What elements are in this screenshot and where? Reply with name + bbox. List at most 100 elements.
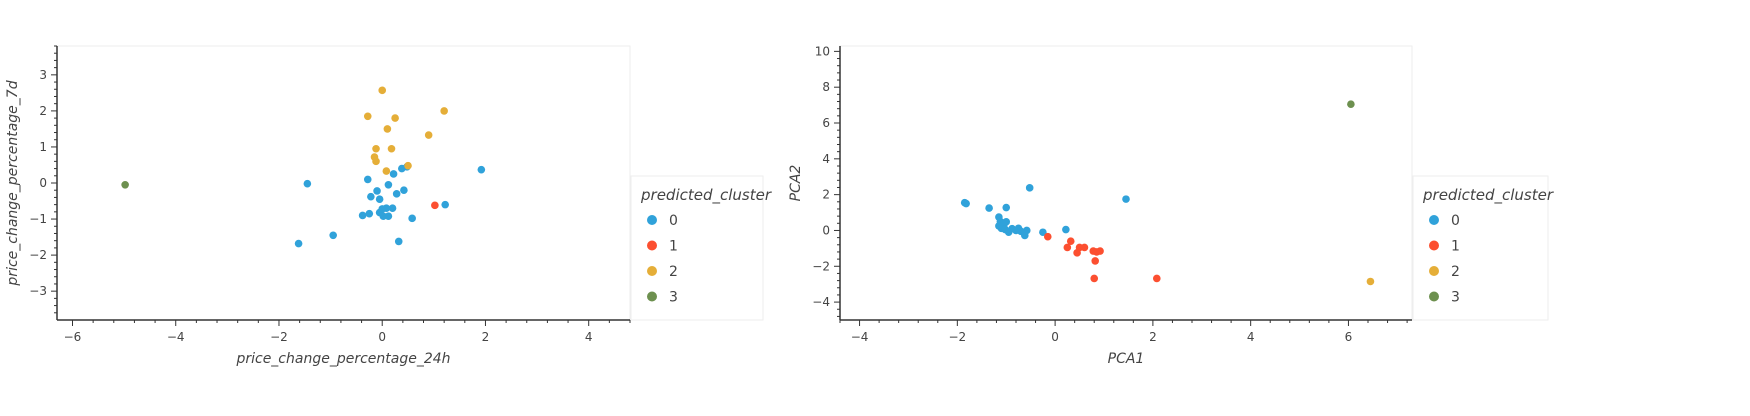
c0-x-tick-label: 0 [378, 330, 386, 344]
c0-point-cluster-0 [375, 195, 384, 204]
c0-point-cluster-2 [372, 157, 380, 166]
c0-point-cluster-3 [121, 181, 129, 189]
c1-point-cluster-0 [985, 204, 993, 212]
c0-point-cluster-1 [431, 201, 439, 210]
c1-y-tick-label: 6 [822, 116, 830, 130]
c1-point-cluster-0 [1022, 226, 1031, 235]
c0-legend-swatch-3 [647, 291, 657, 302]
c1-x-tick-label: −2 [948, 330, 966, 344]
c0-point-cluster-0 [329, 231, 337, 240]
c1-legend-label-3[interactable]: 3 [1451, 290, 1460, 306]
c1-x-tick-label: 0 [1051, 330, 1059, 344]
c1-point-cluster-0 [1002, 218, 1011, 226]
c0-point-cluster-2 [372, 144, 380, 153]
c1-plot-frame [839, 45, 1413, 321]
c1-point-cluster-0 [1025, 184, 1034, 192]
c0-legend-label-1[interactable]: 1 [669, 239, 678, 255]
c1-y-tick-label: 4 [822, 152, 830, 166]
c0-point-cluster-2 [424, 131, 433, 139]
c1-y-tick-label: −2 [812, 259, 830, 273]
c0-y-tick-label: 3 [39, 68, 47, 82]
c0-point-cluster-2 [378, 86, 387, 95]
c0-y-tick-label: −3 [29, 284, 47, 298]
c1-x-axis-title: PCA1 [1108, 351, 1145, 367]
c0-legend-label-0[interactable]: 0 [669, 213, 678, 229]
c0-point-cluster-0 [408, 214, 416, 223]
c0-point-cluster-2 [440, 107, 448, 115]
c1-x-tick-label: −4 [851, 330, 869, 344]
c1-point-cluster-1 [1043, 232, 1052, 241]
c0-legend-label-3[interactable]: 3 [669, 290, 678, 306]
c0-point-cluster-0 [384, 212, 393, 220]
c1-point-cluster-1 [1090, 274, 1099, 283]
c0-x-tick-label: 2 [482, 330, 490, 344]
c0-point-cluster-2 [387, 144, 396, 153]
c0-point-cluster-0 [394, 237, 403, 246]
c1-y-tick-label: 10 [815, 44, 830, 58]
c0-legend-swatch-0 [647, 215, 657, 225]
c0-point-cluster-0 [389, 170, 398, 178]
c0-point-cluster-0 [477, 165, 486, 174]
c0-point-cluster-0 [400, 186, 408, 195]
c1-legend-swatch-0 [1429, 215, 1439, 225]
c1-point-cluster-1 [1066, 237, 1075, 246]
c0-point-cluster-2 [391, 114, 399, 122]
c1-point-cluster-0 [962, 199, 970, 208]
c0-x-tick-label: −6 [64, 330, 82, 344]
c0-legend-swatch-2 [647, 266, 657, 276]
c0-point-cluster-0 [367, 192, 375, 201]
c1-legend-swatch-3 [1429, 291, 1439, 302]
c0-legend-title: predicted_cluster [640, 186, 772, 205]
c0-x-tick-label: 4 [585, 330, 593, 344]
c1-x-tick-label: 6 [1345, 330, 1353, 344]
c0-point-cluster-0 [392, 190, 401, 198]
c1-point-cluster-1 [1091, 257, 1099, 265]
c1-x-tick-label: 4 [1247, 330, 1255, 344]
c1-point-cluster-1 [1096, 247, 1104, 255]
c1-legend-label-0[interactable]: 0 [1451, 213, 1460, 229]
c1-point-cluster-2 [1366, 277, 1375, 286]
c0-point-cluster-0 [363, 175, 372, 184]
c1-point-cluster-3 [1347, 100, 1355, 109]
c0-point-cluster-0 [384, 181, 393, 189]
c0-point-cluster-0 [373, 187, 381, 195]
c1-point-cluster-0 [1039, 228, 1047, 237]
c0-point-cluster-2 [383, 125, 392, 133]
c1-legend-swatch-2 [1429, 266, 1439, 276]
c1-point-cluster-0 [1062, 225, 1070, 234]
c0-y-tick-label: 0 [39, 176, 47, 190]
c0-point-cluster-0 [303, 179, 312, 188]
scatter-plot-24h-vs-7d: −6 −4 −2 0 2 4 −3 −2 −1 0 1 2 3 price_change_percenta… [5, 45, 772, 367]
c1-point-cluster-0 [995, 222, 1003, 230]
c0-legend-label-2[interactable]: 2 [669, 264, 678, 280]
c1-x-tick-label: 2 [1149, 330, 1157, 344]
c0-y-tick-label: 2 [39, 104, 47, 118]
c0-x-tick-label: −4 [167, 330, 185, 344]
c0-point-cluster-0 [388, 204, 397, 213]
c0-point-cluster-0 [382, 204, 391, 213]
c0-point-cluster-0 [365, 209, 374, 218]
c0-y-tick-label: 1 [39, 140, 47, 154]
c0-point-cluster-0 [358, 211, 367, 220]
c1-point-cluster-1 [1063, 243, 1072, 252]
c0-x-axis-title: price_change_percentage_24h [235, 351, 450, 367]
c0-y-axis-title: price_change_percentage_7d [5, 80, 21, 286]
c1-point-cluster-0 [1122, 195, 1130, 203]
c0-y-tick-label: −1 [29, 212, 47, 226]
c0-point-cluster-2 [363, 112, 372, 121]
c1-point-cluster-1 [1153, 274, 1161, 283]
c1-legend-label-1[interactable]: 1 [1451, 239, 1460, 255]
c0-point-cluster-0 [441, 200, 449, 209]
c0-y-tick-label: −2 [29, 248, 47, 262]
c1-point-cluster-1 [1080, 243, 1089, 252]
c0-plot-frame [56, 45, 631, 321]
c1-y-tick-label: 0 [822, 223, 830, 237]
c0-legend-swatch-1 [647, 240, 657, 251]
c1-legend-label-2[interactable]: 2 [1451, 264, 1460, 280]
c0-point-cluster-2 [382, 167, 391, 175]
c1-legend-title: predicted_cluster [1422, 186, 1554, 205]
c1-y-axis-title: PCA2 [788, 165, 804, 202]
c1-y-tick-label: −4 [812, 295, 830, 309]
c0-x-tick-label: −2 [270, 330, 288, 344]
